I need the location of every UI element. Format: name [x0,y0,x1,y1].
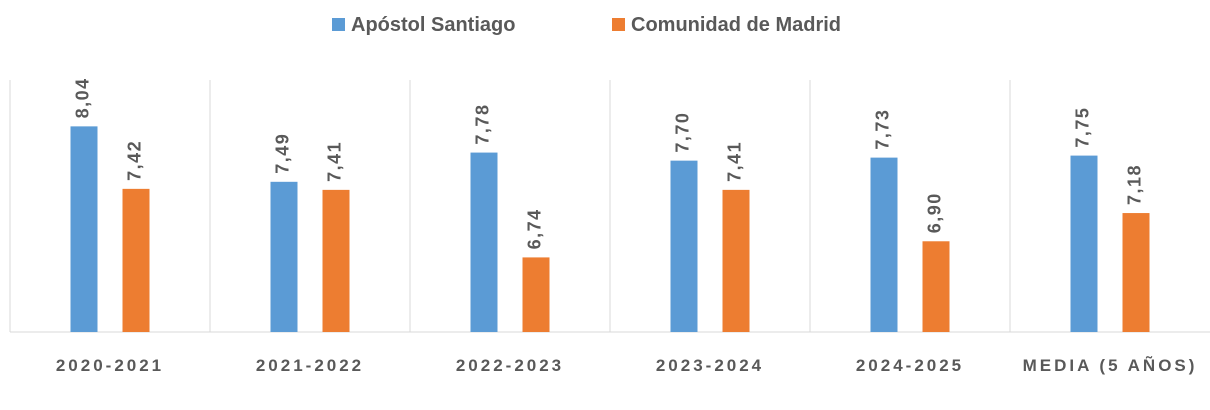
x-tick-label: 2023-2024 [655,356,765,375]
bar [70,126,98,332]
bar [870,157,898,332]
bar [922,241,950,332]
bar [522,257,550,332]
bar [1122,213,1150,332]
x-tick-label: 2024-2025 [855,356,965,375]
bar [470,152,498,332]
value-label: 6,74 [525,208,545,249]
x-tick-label: 2021-2022 [255,356,365,375]
bar [322,189,350,332]
value-label: 7,78 [473,104,493,145]
x-tick-label: 2020-2021 [55,356,165,375]
bar [722,189,750,332]
legend-swatch [332,18,345,31]
bar [122,188,150,332]
legend-label: Comunidad de Madrid [631,14,841,36]
bar [670,160,698,332]
legend-label: Apóstol Santiago [351,14,515,36]
x-tick-label: MEDIA (5 AÑOS) [1022,356,1198,375]
bar [270,181,298,332]
value-label: 6,90 [925,192,945,233]
value-label: 8,04 [73,77,93,118]
value-label: 7,70 [673,112,693,153]
legend-swatch [612,18,625,31]
bar [1070,155,1098,332]
value-label: 7,41 [325,141,345,182]
x-tick-label: 2022-2023 [455,356,565,375]
value-label: 7,49 [273,133,293,174]
value-label: 7,75 [1073,107,1093,148]
value-label: 7,73 [873,109,893,150]
value-label: 7,42 [125,140,145,181]
value-label: 7,18 [1125,164,1145,205]
value-label: 7,41 [725,141,745,182]
